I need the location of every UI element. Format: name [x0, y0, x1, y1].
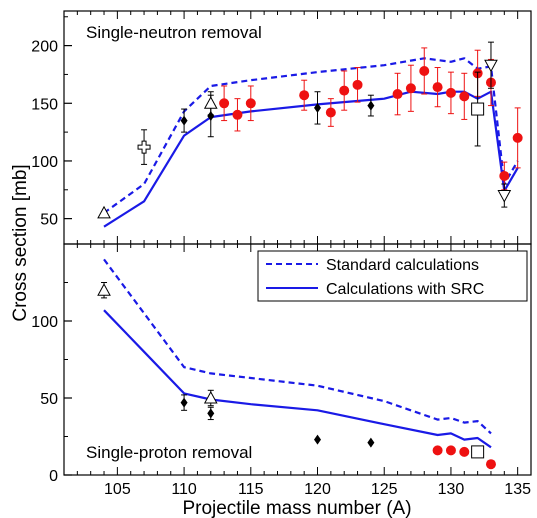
y-tick-label-bottom-2: 100	[31, 314, 58, 331]
data-point-red_circle-top-10	[432, 82, 443, 93]
data-point-red_circle-top-12	[459, 91, 470, 102]
data-point-red_circle-top-16	[512, 132, 523, 143]
data-point-red_circle-top-2	[245, 98, 256, 109]
data-point-diamond-bottom-3	[367, 437, 375, 448]
x-tick-label-3: 120	[304, 481, 331, 498]
data-point-red_circle-bottom-2	[459, 446, 470, 457]
panel-label-bottom: Single-proton removal	[86, 443, 252, 462]
data-point-red_circle-top-9	[419, 65, 430, 76]
data-point-red_circle-top-11	[445, 87, 456, 98]
series-line-src-bottom	[103, 309, 492, 449]
plot-frame-top	[63, 10, 532, 245]
legend-label-standard: Standard calculations	[326, 257, 479, 274]
y-tick-label-top-2: 150	[31, 96, 58, 113]
data-point-open_triangle_down-top-1	[497, 190, 512, 203]
data-point-red_circle-bottom-1	[445, 445, 456, 456]
data-point-diamond-bottom-0	[180, 397, 188, 408]
data-point-diamond-top-1	[207, 110, 215, 121]
data-point-diamond-bottom-1	[207, 408, 215, 419]
data-point-red_circle-top-4	[325, 107, 336, 118]
marker-layer	[97, 41, 523, 470]
legend: Standard calculations Calculations with …	[257, 250, 528, 302]
legend-box	[257, 250, 528, 302]
panel-label-top: Single-neutron removal	[86, 23, 262, 42]
x-tick-label-2: 115	[238, 481, 264, 498]
y-tick-label-top-3: 200	[31, 39, 58, 56]
data-point-open_triangle_up-bottom-1	[203, 390, 218, 404]
data-point-red_circle-top-8	[405, 83, 416, 94]
x-tick-label-1: 110	[171, 481, 197, 498]
data-point-red_circle-top-5	[339, 85, 350, 96]
data-point-diamond-top-3	[367, 100, 375, 111]
data-point-red_circle-bottom-4	[485, 459, 496, 470]
y-tick-label-top-1: 100	[31, 154, 58, 171]
x-tick-label-6: 135	[504, 481, 531, 498]
data-point-red_circle-top-7	[392, 89, 403, 100]
data-point-open_triangle_down-top-0	[484, 59, 498, 73]
data-point-red_circle-bottom-0	[432, 445, 443, 456]
series-line-standard-top	[103, 57, 519, 214]
data-point-diamond-top-2	[314, 102, 322, 113]
legend-label-src: Calculations with SRC	[326, 281, 484, 298]
x-tick-label-5: 130	[438, 481, 465, 498]
data-point-red_circle-top-0	[219, 98, 230, 109]
x-axis-title: Projectile mass number (A)	[182, 498, 411, 518]
data-point-red_circle-top-3	[299, 90, 310, 101]
data-point-open_cross-top-0	[137, 140, 151, 154]
data-point-open_square-top-0	[471, 102, 485, 116]
y-tick-label-top-0: 50	[40, 212, 58, 229]
data-point-open_triangle_up-bottom-0	[97, 283, 111, 296]
data-point-red_circle-top-15	[499, 170, 510, 181]
x-tick-label-4: 125	[371, 481, 398, 498]
data-point-red_circle-top-1	[232, 109, 243, 120]
data-point-diamond-top-0	[180, 115, 188, 126]
x-tick-label-0: 105	[104, 481, 131, 498]
data-point-red_circle-top-6	[352, 79, 363, 90]
tick-layer: 50 100 150 200 0 50 100 105 110 115 120 125 130 135	[31, 11, 532, 498]
y-tick-label-bottom-0: 0	[49, 468, 58, 485]
data-point-open_triangle_up-top-0	[97, 205, 111, 219]
data-point-diamond-bottom-2	[314, 434, 322, 445]
y-tick-label-bottom-1: 50	[40, 391, 58, 408]
data-point-open_triangle_up-top-1	[203, 96, 218, 109]
series-line-standard-bottom	[103, 258, 492, 435]
series-line-src-top	[103, 90, 519, 228]
data-point-open_square-bottom-0	[471, 445, 485, 459]
y-axis-title: Cross section [mb]	[10, 164, 31, 321]
